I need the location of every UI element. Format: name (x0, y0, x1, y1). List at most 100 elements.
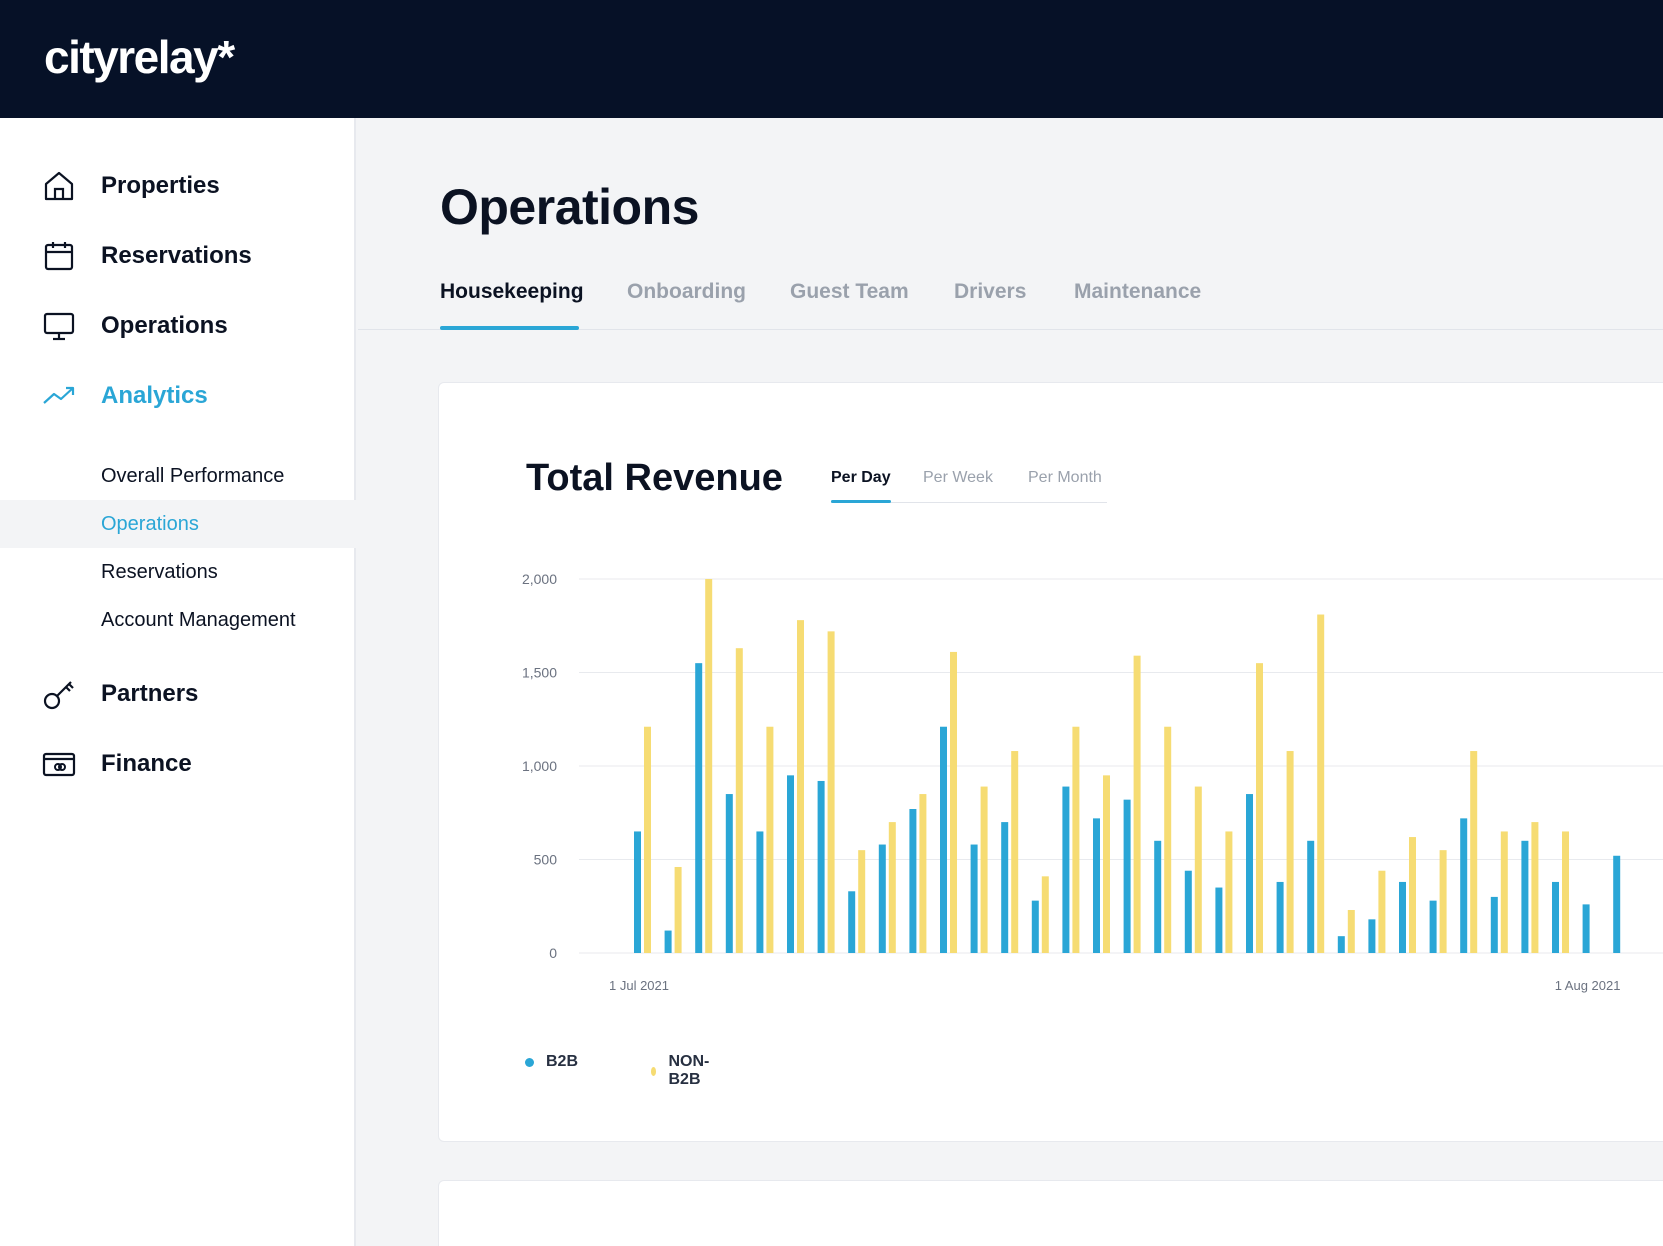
bar-non-b2b[interactable] (980, 786, 988, 953)
bar-b2b[interactable] (1031, 900, 1039, 953)
bar-non-b2b[interactable] (1409, 837, 1416, 953)
bar-b2b[interactable] (1337, 936, 1345, 953)
bar-b2b[interactable] (787, 775, 794, 953)
bar-b2b[interactable] (1215, 887, 1223, 953)
bar-non-b2b[interactable] (1439, 850, 1447, 953)
active-period-indicator (831, 500, 891, 503)
bar-non-b2b[interactable] (1317, 614, 1325, 953)
sidebar-item-reservations[interactable]: Reservations (0, 226, 356, 286)
bar-b2b[interactable] (1552, 881, 1559, 953)
bar-non-b2b[interactable] (1103, 775, 1110, 953)
sidebar-item-properties[interactable]: Properties (0, 156, 356, 216)
bar-b2b[interactable] (1062, 786, 1070, 953)
bar-non-b2b[interactable] (1347, 909, 1355, 953)
bar-b2b[interactable] (1521, 840, 1529, 953)
wallet-icon (42, 752, 76, 777)
bar-b2b[interactable] (817, 780, 825, 953)
bar-b2b[interactable] (1001, 822, 1009, 953)
y-tick-label: 0 (549, 945, 557, 961)
bar-b2b[interactable] (878, 844, 886, 953)
bar-non-b2b[interactable] (1133, 655, 1141, 953)
period-tab-per-month[interactable]: Per Month (1028, 469, 1102, 486)
bar-non-b2b[interactable] (1041, 876, 1049, 953)
legend-dot-b2b (525, 1057, 534, 1067)
tab-guest-team[interactable]: Guest Team (790, 280, 909, 303)
bar-b2b[interactable] (970, 844, 978, 953)
bar-b2b[interactable] (756, 831, 764, 953)
bar-non-b2b[interactable] (1164, 726, 1172, 953)
bar-b2b[interactable] (1368, 919, 1376, 953)
sidebar-subitem-operations[interactable]: Operations (0, 500, 356, 548)
bar-non-b2b[interactable] (766, 726, 774, 953)
bar-b2b[interactable] (1460, 818, 1468, 953)
bar-non-b2b[interactable] (1500, 831, 1508, 953)
bar-non-b2b[interactable] (705, 579, 713, 953)
bar-non-b2b[interactable] (797, 620, 804, 953)
sidebar-item-operations[interactable]: Operations (0, 296, 356, 356)
sidebar: Properties Reservations Operations Analy… (0, 118, 356, 1246)
tab-drivers[interactable]: Drivers (954, 280, 1027, 303)
sidebar-subitem-account-management[interactable]: Account Management (0, 596, 356, 644)
bar-b2b[interactable] (1307, 840, 1315, 953)
sidebar-item-label: Finance (101, 750, 192, 777)
brand-logo[interactable]: cityrelay* (44, 31, 235, 83)
bar-non-b2b[interactable] (1011, 751, 1019, 953)
bar-b2b[interactable] (909, 809, 917, 953)
bar-non-b2b[interactable] (644, 726, 651, 953)
bar-b2b[interactable] (695, 663, 703, 953)
bar-non-b2b[interactable] (827, 631, 835, 953)
bar-b2b[interactable] (634, 831, 641, 953)
bar-b2b[interactable] (664, 930, 672, 953)
sidebar-subitem-label: Operations (101, 512, 199, 535)
bar-non-b2b[interactable] (1531, 822, 1539, 953)
tab-housekeeping[interactable]: Housekeeping (440, 280, 584, 303)
bar-non-b2b[interactable] (1256, 663, 1263, 953)
bar-b2b[interactable] (1184, 870, 1192, 953)
sidebar-item-analytics[interactable]: Analytics (0, 366, 356, 426)
bar-b2b[interactable] (1276, 881, 1284, 953)
bar-non-b2b[interactable] (735, 648, 743, 953)
x-tick-label: 1 Jul 2021 (609, 978, 669, 993)
period-tab-per-week[interactable]: Per Week (923, 469, 993, 486)
bar-non-b2b[interactable] (888, 822, 896, 953)
sidebar-item-partners[interactable]: Partners (0, 664, 356, 724)
bar-b2b[interactable] (848, 891, 856, 953)
bar-b2b[interactable] (940, 726, 947, 953)
bar-b2b[interactable] (1123, 799, 1131, 953)
bar-non-b2b[interactable] (919, 794, 927, 953)
bar-b2b[interactable] (1582, 904, 1590, 953)
bar-non-b2b[interactable] (1225, 831, 1233, 953)
tab-onboarding[interactable]: Onboarding (627, 280, 746, 303)
period-tab-per-day[interactable]: Per Day (831, 469, 891, 486)
bar-non-b2b[interactable] (1072, 726, 1080, 953)
bar-non-b2b[interactable] (1470, 751, 1478, 953)
section-tabs: Housekeeping Onboarding Guest Team Drive… (358, 258, 1663, 330)
bar-non-b2b[interactable] (1194, 786, 1202, 953)
main-content: Operations Housekeeping Onboarding Guest… (358, 118, 1663, 1246)
secondary-card (438, 1180, 1663, 1246)
bar-non-b2b[interactable] (1378, 870, 1386, 953)
bar-b2b[interactable] (1490, 896, 1498, 953)
sidebar-subitem-overall-performance[interactable]: Overall Performance (0, 452, 356, 500)
sidebar-item-finance[interactable]: Finance (0, 734, 356, 794)
bar-b2b[interactable] (1399, 881, 1406, 953)
sidebar-subitem-reservations[interactable]: Reservations (0, 548, 356, 596)
bar-b2b[interactable] (1246, 794, 1253, 953)
total-revenue-card: Total Revenue Per Day Per Week Per Month… (438, 382, 1663, 1142)
calendar-icon (44, 242, 74, 271)
y-tick-label: 500 (534, 852, 558, 868)
bar-non-b2b[interactable] (950, 651, 957, 953)
sidebar-item-label: Analytics (101, 382, 208, 409)
bar-non-b2b[interactable] (1562, 831, 1569, 953)
sidebar-item-label: Properties (101, 172, 220, 199)
bar-b2b[interactable] (1093, 818, 1100, 953)
bar-non-b2b[interactable] (674, 866, 682, 953)
bar-non-b2b[interactable] (1286, 751, 1294, 953)
bar-b2b[interactable] (1154, 840, 1162, 953)
bar-b2b[interactable] (1613, 855, 1621, 953)
bar-non-b2b[interactable] (858, 850, 866, 953)
legend-label-b2b: B2B (546, 1053, 579, 1070)
bar-b2b[interactable] (725, 794, 733, 953)
bar-b2b[interactable] (1429, 900, 1437, 953)
tab-maintenance[interactable]: Maintenance (1074, 280, 1202, 303)
